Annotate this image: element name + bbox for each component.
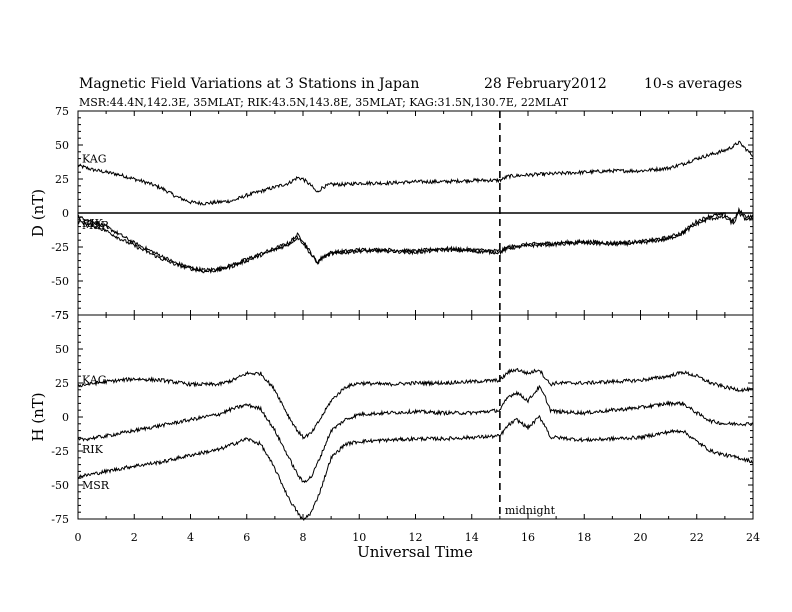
- d-label-kag: KAG: [82, 152, 107, 165]
- x-axis-ticks: 0 2 4 6 8 10 12 14 16 18 20 22 24: [75, 531, 761, 544]
- chart-date: 28 February2012: [484, 76, 607, 92]
- y-tick-label: -50: [51, 275, 69, 288]
- y-tick-label: 25: [55, 173, 69, 186]
- d-series-msr-line: [77, 210, 754, 274]
- y-tick-label: 50: [55, 139, 69, 152]
- y-tick-label: 50: [55, 343, 69, 356]
- y-tick-label: 75: [55, 309, 69, 322]
- y-tick-label: -75: [51, 309, 69, 322]
- d-label-rik: RIK: [82, 217, 104, 230]
- y-tick-label: -50: [51, 479, 69, 492]
- x-tick-label: 24: [746, 531, 760, 544]
- y-tick-label: 0: [62, 411, 69, 424]
- chart-title: Magnetic Field Variations at 3 Stations …: [79, 76, 419, 92]
- h-series-kag-line: [77, 367, 754, 440]
- h-series-msr-line: [77, 414, 754, 522]
- d-series-group: [77, 140, 754, 274]
- h-label-msr: MSR: [82, 479, 110, 492]
- d-series-rik-line: [77, 206, 754, 273]
- h-series-rik-line: [77, 384, 754, 484]
- y-tick-label: -75: [51, 513, 69, 526]
- x-tick-label: 10: [352, 531, 366, 544]
- x-tick-label: 6: [243, 531, 250, 544]
- h-series-group: [77, 367, 754, 522]
- d-series-kag-line: [77, 140, 754, 206]
- x-tick-label: 4: [187, 531, 194, 544]
- midnight-label: midnight: [505, 504, 556, 517]
- x-tick-label: 22: [690, 531, 704, 544]
- y-tick-label: 25: [55, 377, 69, 390]
- y-tick-label: -25: [51, 445, 69, 458]
- x-tick-label: 14: [465, 531, 479, 544]
- chart-averaging: 10-s averages: [644, 76, 742, 92]
- d-label-msr: MSR: [82, 219, 110, 232]
- d-axis-label: D (nT): [29, 189, 47, 237]
- x-tick-label: 12: [409, 531, 423, 544]
- y-tick-label: 0: [62, 207, 69, 220]
- x-tick-label: 16: [521, 531, 535, 544]
- x-tick-label: 8: [300, 531, 307, 544]
- y-tick-label: -25: [51, 241, 69, 254]
- h-label-kag: KAG: [82, 374, 107, 387]
- h-label-rik: RIK: [82, 443, 104, 456]
- h-axis-ticks: 75 50 25 0 -25 -50 -75: [51, 309, 754, 526]
- h-panel-frame: [77, 314, 754, 520]
- h-axis-label: H (nT): [29, 392, 47, 441]
- x-tick-label: 2: [131, 531, 138, 544]
- x-axis-label: Universal Time: [357, 543, 473, 561]
- y-tick-label: 75: [55, 105, 69, 118]
- x-tick-label: 20: [634, 531, 648, 544]
- x-tick-label: 0: [75, 531, 82, 544]
- x-tick-label: 18: [577, 531, 591, 544]
- stations-subtitle: MSR:44.4N,142.3E, 35MLAT; RIK:43.5N,143.…: [79, 96, 569, 109]
